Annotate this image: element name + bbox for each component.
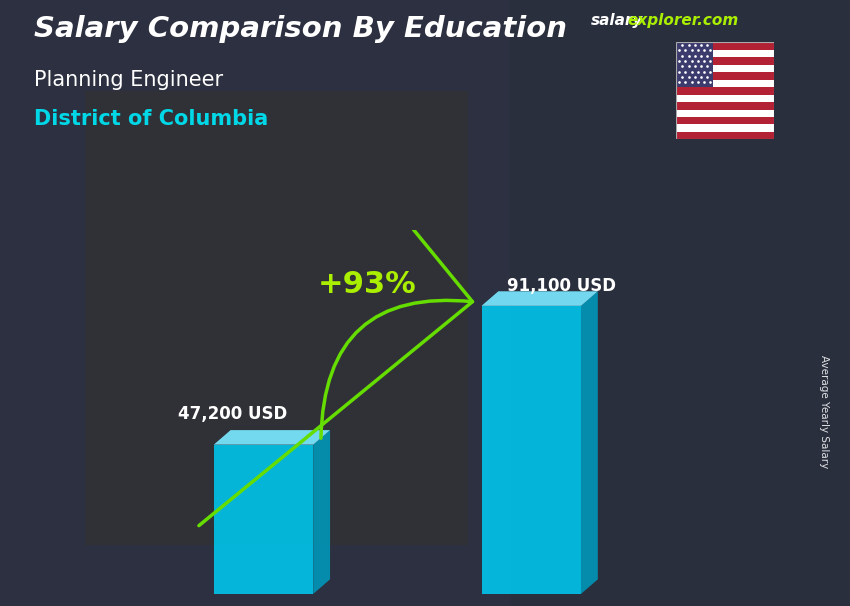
Bar	[676, 42, 774, 50]
Bar	[676, 80, 774, 87]
Text: 91,100 USD: 91,100 USD	[507, 277, 616, 295]
FancyArrowPatch shape	[199, 28, 473, 525]
Bar	[676, 87, 774, 95]
Polygon shape	[481, 306, 581, 594]
Bar	[510, 0, 850, 606]
Bar	[676, 95, 774, 102]
Polygon shape	[581, 291, 598, 594]
Bar	[676, 65, 774, 72]
Bar	[676, 110, 774, 117]
Text: District of Columbia: District of Columbia	[34, 109, 269, 129]
Text: 47,200 USD: 47,200 USD	[178, 405, 287, 423]
Bar	[85, 91, 468, 545]
Text: +93%: +93%	[317, 270, 416, 299]
Text: Salary Comparison By Education: Salary Comparison By Education	[34, 15, 567, 43]
Polygon shape	[213, 445, 313, 594]
Bar	[676, 132, 774, 139]
Bar	[676, 50, 774, 58]
Bar	[676, 124, 774, 132]
Text: Average Yearly Salary: Average Yearly Salary	[819, 356, 829, 468]
Polygon shape	[313, 430, 330, 594]
Text: Planning Engineer: Planning Engineer	[34, 70, 223, 90]
Text: explorer.com: explorer.com	[627, 13, 739, 28]
Polygon shape	[213, 430, 330, 445]
Bar	[676, 102, 774, 110]
Bar	[676, 72, 774, 80]
Polygon shape	[481, 291, 598, 306]
Bar	[676, 58, 774, 65]
Bar	[676, 117, 774, 124]
Text: salary: salary	[591, 13, 643, 28]
Bar	[676, 42, 713, 87]
